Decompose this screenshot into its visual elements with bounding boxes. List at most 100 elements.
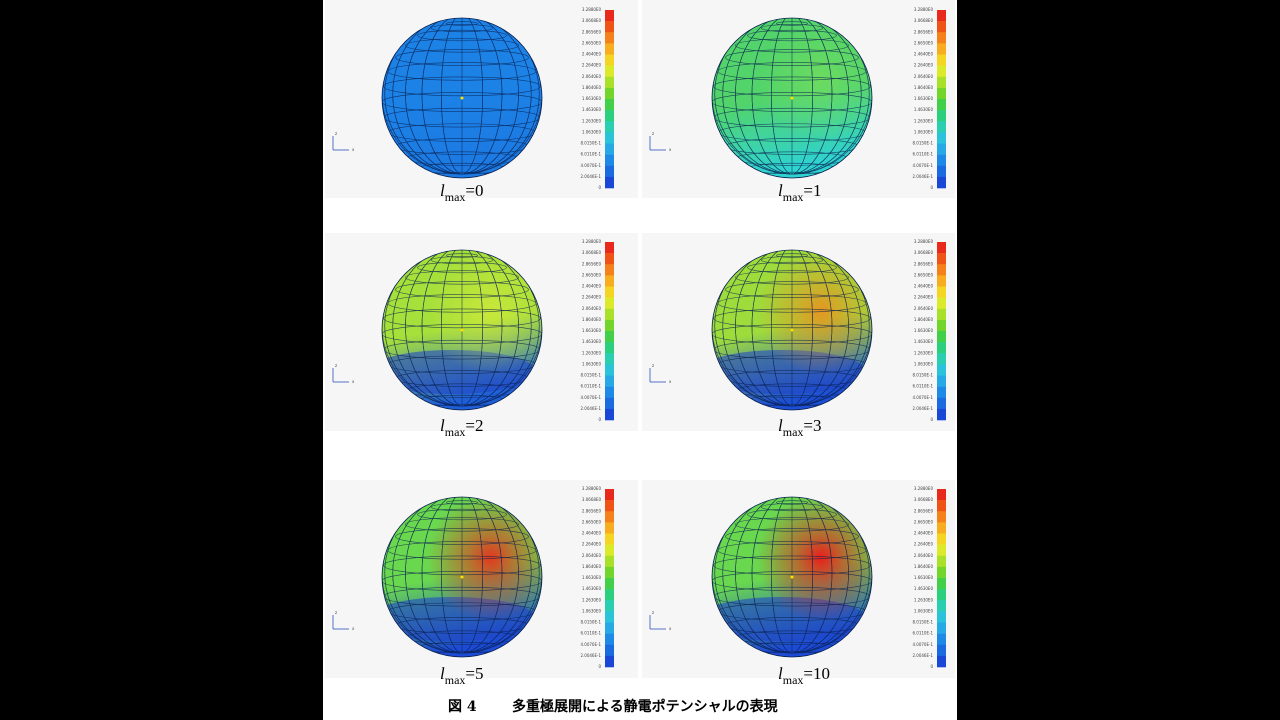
- sphere-outline: [711, 496, 873, 658]
- colorbar-segment: [605, 578, 614, 590]
- colorbar-segment: [605, 511, 614, 523]
- colorbar-segment: [605, 364, 614, 376]
- sphere: [711, 17, 873, 179]
- colorbar-segment: [937, 397, 946, 410]
- panel: z x 3.2880E0 3.0668E0 2.8656E0 2.6650E0 2.4640…: [325, 480, 638, 687]
- colorbar-label: 2.0046E-1: [912, 653, 933, 658]
- colorbar-segment: [605, 600, 614, 612]
- colorbar-segment: [937, 242, 946, 254]
- meridian: [714, 18, 870, 175]
- colorbar-label: 2.4640E0: [582, 284, 602, 289]
- colorbar-label: 2.0046E-1: [580, 174, 601, 179]
- colorbar-label: 8.0150E-1: [580, 373, 601, 378]
- colorbar-segment: [937, 500, 946, 512]
- parallel: [383, 555, 541, 576]
- colorbar-segment: [605, 143, 614, 155]
- parallel: [405, 270, 519, 285]
- parallel: [725, 281, 859, 298]
- colorbar-label: 1.2630E0: [582, 118, 602, 123]
- colorbar-label: 2.6650E0: [914, 272, 934, 277]
- parallel: [713, 76, 871, 97]
- center-point: [790, 575, 794, 579]
- subscript: max: [783, 673, 804, 687]
- colorbar-label: 6.0110E-1: [912, 152, 933, 157]
- colorbar-segment: [937, 489, 946, 501]
- colorbar-label: 1.6630E0: [582, 328, 602, 333]
- colorbar-segment: [937, 308, 946, 321]
- colorbar-label: 1.2630E0: [582, 597, 602, 602]
- panel: z x 3.2880E0 3.0668E0 2.8656E0 2.6650E0 2.4640…: [642, 233, 955, 439]
- colorbar-label: 1.0630E0: [914, 129, 934, 134]
- parallel: [417, 261, 507, 274]
- colorbar-segment: [937, 331, 946, 343]
- axis-label: z: [652, 610, 654, 615]
- colorbar-label: 2.4640E0: [914, 284, 934, 289]
- colorbar-segment: [937, 121, 946, 133]
- colorbar-label: 4.0070E-1: [580, 642, 601, 647]
- colorbar-label: 1.0630E0: [582, 129, 602, 134]
- parallel: [761, 503, 823, 512]
- colorbar-label: 3.0668E0: [582, 250, 602, 255]
- colorbar-label: 3.0668E0: [582, 18, 602, 23]
- colorbar-label: 2.0046E-1: [580, 653, 601, 658]
- colorbar-segment: [605, 566, 614, 579]
- colorbar-segment: [937, 566, 946, 579]
- colorbar-segment: [605, 76, 614, 89]
- colorbar-segment: [605, 611, 614, 623]
- colorbar-segment: [605, 99, 614, 111]
- colorbar-segment: [937, 555, 946, 568]
- colorbar-label: 2.6650E0: [914, 519, 934, 524]
- symbol: l: [440, 416, 445, 435]
- colorbar-segment: [937, 132, 946, 144]
- colorbar-segment: [605, 544, 614, 557]
- axis-label: x: [352, 626, 355, 631]
- colorbar-label: 1.0630E0: [582, 361, 602, 366]
- colorbar-label: 3.2880E0: [582, 486, 602, 491]
- panel-caption: lmax=3: [778, 416, 822, 439]
- colorbar-segment: [937, 319, 946, 332]
- colorbar-segment: [605, 522, 614, 534]
- colorbar-segment: [605, 110, 614, 122]
- colorbar-segment: [605, 10, 614, 22]
- colorbar-label: 3.2880E0: [914, 239, 934, 244]
- value: =10: [803, 664, 830, 683]
- parallel: [761, 24, 823, 33]
- parallel: [383, 308, 541, 329]
- colorbar-segment: [937, 600, 946, 612]
- parallel: [417, 29, 507, 42]
- colorbar-segment: [605, 54, 614, 66]
- colorbar-segment: [937, 65, 946, 78]
- colorbar-label: 1.4630E0: [582, 339, 602, 344]
- colorbar-segment: [937, 522, 946, 534]
- colorbar-segment: [937, 644, 946, 657]
- colorbar-segment: [605, 308, 614, 321]
- parallel: [747, 261, 837, 274]
- colorbar-segment: [605, 589, 614, 601]
- colorbar-segment: [937, 32, 946, 44]
- colorbar-label: 2.8656E0: [582, 29, 602, 34]
- colorbar-segment: [605, 264, 614, 276]
- colorbar-segment: [605, 386, 614, 399]
- colorbar-label: 2.6650E0: [914, 40, 934, 45]
- colorbar-segment: [937, 286, 946, 298]
- parallel: [712, 324, 872, 344]
- parallel: [446, 500, 478, 505]
- colorbar-segment: [605, 154, 614, 167]
- subscript: max: [445, 673, 466, 687]
- colorbar-label: 1.4630E0: [914, 339, 934, 344]
- colorbar-segment: [605, 286, 614, 298]
- colorbar-segment: [937, 76, 946, 89]
- colorbar-label: 2.2640E0: [582, 542, 602, 547]
- parallel: [417, 508, 507, 521]
- colorbar-segment: [605, 397, 614, 410]
- colorbar-label: 1.2630E0: [582, 350, 602, 355]
- parallel: [776, 500, 808, 505]
- colorbar-segment: [605, 533, 614, 545]
- figure-caption: 多重極展開による静電ポテンシャルの表現: [512, 698, 778, 715]
- colorbar-segment: [937, 87, 946, 100]
- colorbar-label: 1.6630E0: [914, 96, 934, 101]
- colorbar-label: 3.2880E0: [914, 486, 934, 491]
- value: =1: [803, 181, 821, 200]
- colorbar-label: 2.8656E0: [582, 261, 602, 266]
